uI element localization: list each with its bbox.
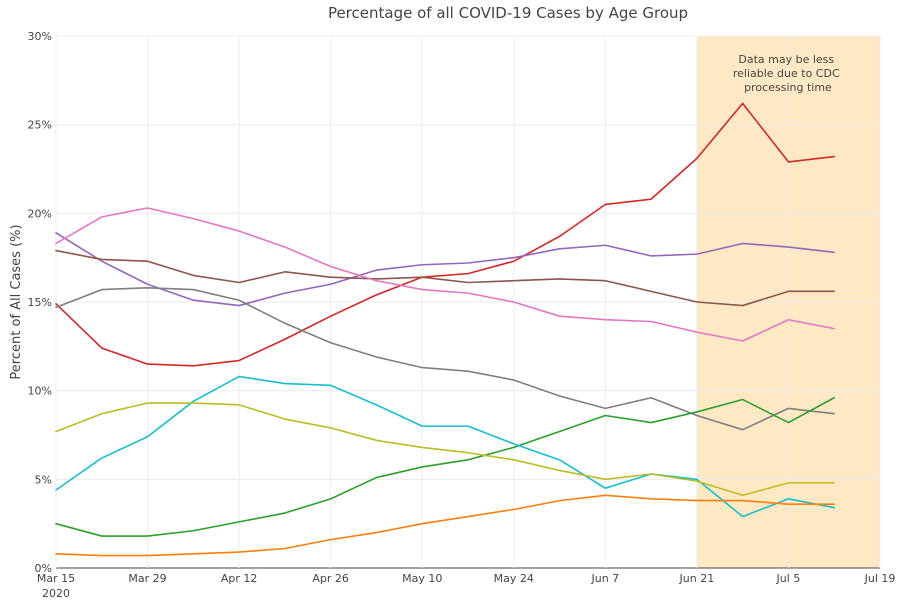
series-line-8	[55, 402, 836, 497]
x-tick-label: Mar 15	[37, 572, 75, 585]
series-line-7	[55, 375, 836, 518]
x-tick-label: May 10	[402, 572, 442, 585]
annotation-note: Data may be less reliable due to CDC pro…	[733, 53, 843, 94]
y-tick-label: 15%	[28, 296, 52, 309]
y-axis-ticks: 0% 5% 10% 15% 20% 25% 30%	[28, 30, 52, 575]
x-axis-ticks: Mar 15 2020 Mar 29 Apr 12 Apr 26 May 10 May 24…	[37, 572, 896, 600]
annotation-line-3: processing time	[744, 81, 832, 94]
series-line-2	[55, 232, 836, 307]
y-tick-label: 10%	[28, 385, 52, 398]
x-tick-label: May 24	[494, 572, 534, 585]
annotation-line-1: Data may be less	[738, 53, 834, 66]
series-layer	[55, 102, 836, 557]
series-line-1	[55, 102, 836, 367]
y-tick-label: 30%	[28, 30, 52, 43]
x-tick-label: Jun 7	[590, 572, 619, 585]
chart-title: Percentage of all COVID-19 Cases by Age …	[328, 4, 688, 22]
series-line-5	[55, 287, 836, 431]
x-tick-label: Jul 5	[776, 572, 801, 585]
annotation-line-2: reliable due to CDC	[733, 67, 840, 80]
x-tick-label: Jun 21	[679, 572, 715, 585]
x-tick-label: Mar 29	[128, 572, 166, 585]
x-tick-label: Apr 26	[312, 572, 349, 585]
y-tick-label: 25%	[28, 119, 52, 132]
x-tick-sublabel: 2020	[42, 587, 70, 600]
series-line-6	[55, 396, 836, 537]
x-tick-label: Jul 19	[864, 572, 896, 585]
y-tick-label: 20%	[28, 207, 52, 220]
y-tick-label: 0%	[35, 562, 52, 575]
series-line-3	[55, 249, 836, 307]
y-tick-label: 5%	[35, 473, 52, 486]
series-line-9	[55, 494, 836, 557]
series-line-4	[55, 207, 836, 342]
y-axis-title: Percent of All Cases (%)	[9, 224, 24, 379]
x-tick-label: Apr 12	[221, 572, 258, 585]
